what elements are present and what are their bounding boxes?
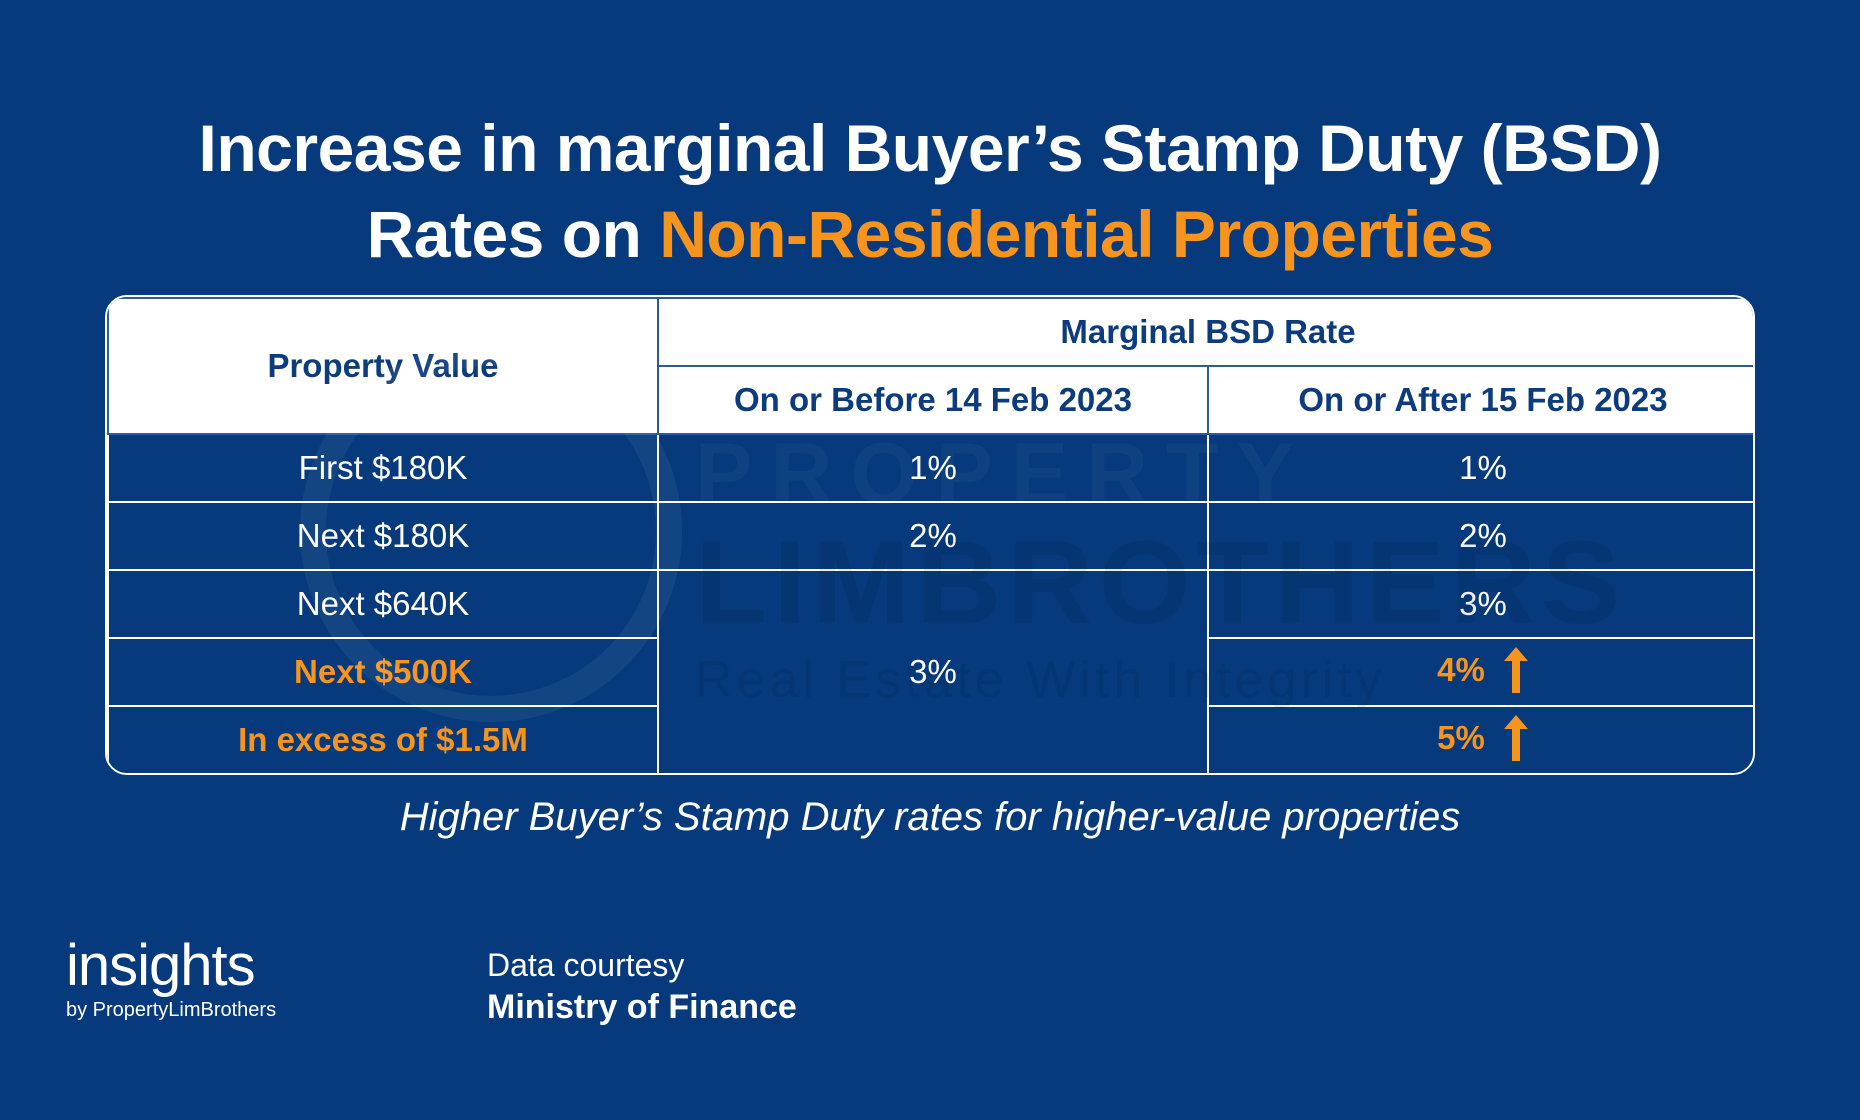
rate-value: 4% (1437, 651, 1485, 689)
rate-table: Property Value Marginal BSD Rate On or B… (107, 297, 1753, 773)
rate-value: 5% (1437, 719, 1485, 757)
row-label-highlight: Next $500K (107, 637, 659, 707)
title-line-2: Rates on Non-Residential Properties (0, 191, 1860, 277)
title-line-1: Increase in marginal Buyer’s Stamp Duty … (198, 111, 1662, 185)
rate-after-increase: 5% (1206, 705, 1753, 773)
logo-main: insights (66, 933, 256, 998)
bsd-rate-table: Property Value Marginal BSD Rate On or B… (105, 295, 1755, 775)
arrow-up-icon (1503, 646, 1528, 693)
table-row: Next $640K 3% 3% (107, 569, 1753, 773)
header-marginal-rate: Marginal BSD Rate (656, 297, 1753, 367)
header-property-value: Property Value (107, 297, 659, 435)
header-before-date: On or Before 14 Feb 2023 (657, 365, 1209, 435)
insights-logo: insights by PropertyLimBrothers (66, 935, 276, 1022)
caption: Higher Buyer’s Stamp Duty rates for high… (399, 795, 1461, 839)
logo-sub: by PropertyLimBrothers (66, 999, 277, 1021)
header-after-date: On or After 15 Feb 2023 (1206, 365, 1753, 435)
rate-before: 2% (657, 501, 1209, 571)
page-title: Increase in marginal Buyer’s Stamp Duty … (0, 105, 1860, 277)
table-row: Next $180K 2% 2% (107, 501, 1753, 571)
row-label: First $180K (107, 433, 659, 503)
table-row: First $180K 1% 1% (107, 433, 1753, 503)
row-label: Next $180K (107, 501, 659, 571)
header-row-group: Property Value Marginal BSD Rate (107, 297, 1753, 435)
rate-before-merged: 3% (657, 569, 1209, 773)
rate-before: 1% (657, 433, 1209, 503)
rate-after: 3% (1206, 569, 1753, 639)
table-row: In excess of $1.5M 5% (107, 705, 1753, 773)
rate-after: 1% (1206, 433, 1753, 503)
title-accent: Non-Residential Properties (659, 197, 1494, 271)
row-label: Next $640K (107, 569, 659, 639)
rate-after-increase: 4% (1206, 637, 1753, 707)
arrow-up-icon (1503, 714, 1528, 761)
row-label-highlight: In excess of $1.5M (107, 705, 659, 773)
title-prefix: Rates on (366, 197, 660, 271)
rate-after: 2% (1206, 501, 1753, 571)
credit-line-1: Data courtesy (487, 947, 685, 983)
table-row: Next $500K 4% (107, 637, 1753, 707)
credit-line-2: Ministry of Finance (487, 988, 797, 1026)
header-row-dates: On or Before 14 Feb 2023 On or After 15 … (108, 365, 1753, 435)
data-credit: Data courtesy Ministry of Finance (487, 945, 797, 1029)
